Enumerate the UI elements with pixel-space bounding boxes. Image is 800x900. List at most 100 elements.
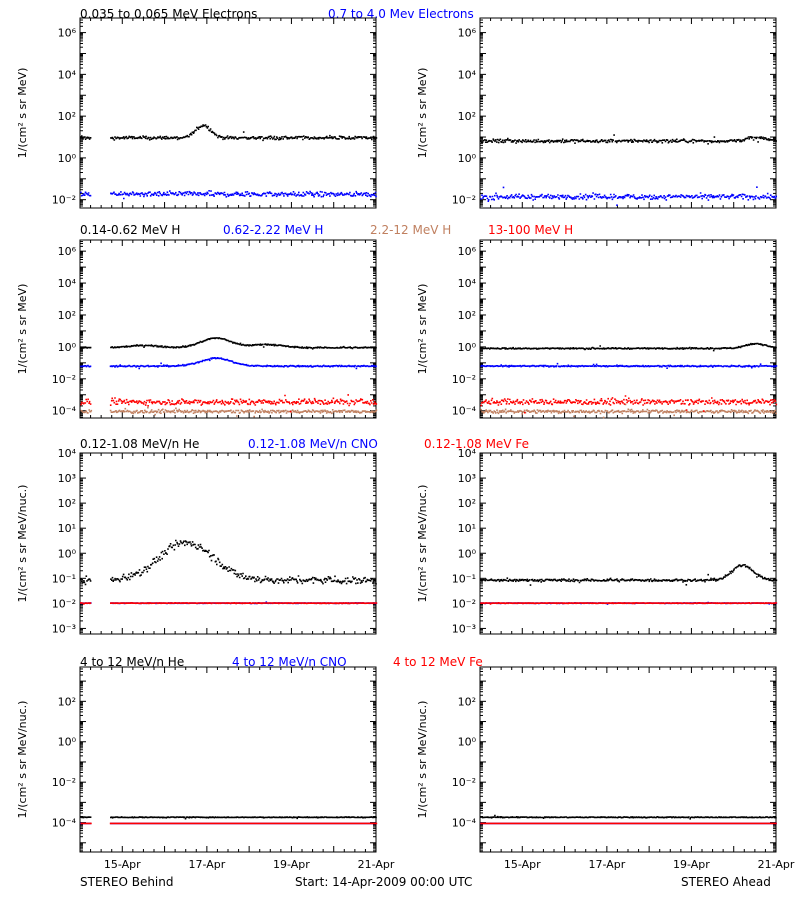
panel-row1-ahead: 10⁻² 10⁰ 10² 10⁴ 10⁶ 1/(cm² s sr MeV): [416, 17, 777, 209]
legend-label: 4 to 12 MeV/n CNO: [232, 655, 347, 669]
data-points-series: [480, 602, 778, 605]
panel-row1-behind: 10⁻² 10⁰ 10² 10⁴ 10⁶ 1/(cm² s sr MeV): [16, 17, 378, 209]
legend-label: 4 to 12 MeV Fe: [393, 655, 483, 669]
x-tick-label: 15-Apr: [104, 858, 141, 871]
y-tick-label: 10⁻⁴: [452, 817, 477, 830]
data-points-series: [80, 602, 378, 605]
y-tick-label: 10³: [58, 472, 76, 485]
y-tick-label: 10²: [458, 497, 476, 510]
legend-label: 0.12-1.08 MeV/n He: [80, 437, 199, 451]
footer-right-label: STEREO Ahead: [681, 875, 771, 889]
panel-row4-behind: 10⁻⁴ 10⁻² 10⁰ 10² 15-Apr 17-Apr 19-Apr 21-Apr 1/…: [16, 666, 395, 871]
plot-frame: [79, 17, 377, 209]
data-points-series: [80, 190, 377, 200]
y-tick-label: 10²: [458, 695, 476, 708]
data-points-series: [480, 186, 777, 206]
legends: 0.035 to 0.065 MeV Electrons 0.7 to 4.0 M…: [80, 7, 573, 669]
y-tick-label: 10⁻²: [52, 194, 76, 207]
y-tick-label: 10⁴: [458, 68, 477, 81]
y-tick-label: 10⁰: [58, 736, 77, 749]
y-axis-label: 1/(cm² s sr MeV/nuc.): [16, 701, 29, 819]
legend-label: 0.14-0.62 MeV H: [80, 223, 180, 237]
y-tick-label: 10⁰: [58, 152, 77, 165]
plot-frame: [79, 452, 377, 635]
y-tick-label: 10⁰: [58, 341, 77, 354]
panel-row2-behind: 10⁻⁴ 10⁻² 10⁰ 10² 10⁴ 10⁶ 1/(cm² s sr MeV): [16, 239, 378, 419]
data-points-series: [80, 822, 378, 825]
y-tick-label: 10⁻²: [452, 194, 476, 207]
data-points-series: [480, 814, 777, 820]
x-tick-label: 17-Apr: [588, 858, 625, 871]
plot-frame: [479, 452, 777, 635]
footer-start-label: Start: 14-Apr-2009 00:00 UTC: [295, 875, 472, 889]
data-points-series: [480, 822, 777, 825]
y-tick-label: 10⁰: [458, 152, 477, 165]
plot-frame: [479, 666, 777, 853]
plot-frame: [79, 666, 377, 853]
footer-left-label: STEREO Behind: [80, 875, 174, 889]
legend-label: 13-100 MeV H: [488, 223, 573, 237]
legend-label: 0.12-1.08 MeV/n CNO: [248, 437, 378, 451]
y-tick-label: 10⁻⁴: [52, 817, 77, 830]
data-points-series: [80, 124, 378, 142]
y-tick-label: 10⁶: [458, 27, 477, 40]
y-tick-label: 10⁰: [58, 547, 77, 560]
y-tick-label: 10⁰: [458, 341, 477, 354]
y-tick-label: 10⁴: [458, 277, 477, 290]
y-tick-label: 10⁰: [458, 736, 477, 749]
y-tick-label: 10⁻³: [52, 622, 76, 635]
y-tick-label: 10²: [58, 110, 76, 123]
y-axis-label: 1/(cm² s sr MeV): [416, 68, 429, 159]
y-tick-label: 10⁴: [58, 447, 77, 460]
data-points-series: [80, 816, 377, 820]
y-axis-label: 1/(cm² s sr MeV/nuc.): [416, 701, 429, 819]
legend-label: 0.12-1.08 MeV Fe: [424, 437, 529, 451]
y-tick-label: 10⁴: [58, 68, 77, 81]
y-tick-label: 10⁻²: [52, 597, 76, 610]
plot-frame: [479, 17, 777, 209]
y-tick-label: 10⁻⁴: [452, 405, 477, 418]
legend-label: 0.7 to 4.0 Mev Electrons: [328, 7, 474, 21]
x-tick-label: 17-Apr: [188, 858, 225, 871]
plot-frame: [79, 239, 377, 419]
y-tick-label: 10⁴: [458, 447, 477, 460]
data-points-series: [80, 357, 377, 370]
panel-row3-behind: 10⁻³ 10⁻² 10⁻¹ 10⁰ 10¹ 10² 10³ 10⁴ 1/(cm² s sr M…: [16, 447, 378, 635]
panel-row4-ahead: 10⁻⁴ 10⁻² 10⁰ 10² 15-Apr 17-Apr 19-Apr 21-Apr 1/…: [416, 666, 795, 871]
y-tick-label: 10¹: [458, 522, 476, 535]
y-tick-label: 10⁶: [58, 245, 77, 258]
data-points-series: [480, 403, 777, 419]
legend-label: 0.62-2.22 MeV H: [223, 223, 323, 237]
y-tick-label: 10²: [458, 309, 476, 322]
data-points-series: [80, 394, 378, 413]
data-points-series: [480, 564, 778, 586]
y-tick-label: 10⁻⁴: [52, 405, 77, 418]
y-axis-label: 1/(cm² s sr MeV/nuc.): [416, 485, 429, 603]
legend-label: 4 to 12 MeV/n He: [80, 655, 184, 669]
data-points-series: [480, 395, 778, 414]
data-points-series: [80, 406, 378, 418]
y-axis-label: 1/(cm² s sr MeV): [416, 284, 429, 375]
data-points-series: [480, 342, 777, 352]
y-tick-label: 10⁻²: [52, 776, 76, 789]
legend-label: 0.035 to 0.065 MeV Electrons: [80, 7, 257, 21]
y-tick-label: 10⁴: [58, 277, 77, 290]
y-tick-label: 10⁻¹: [52, 572, 76, 585]
y-tick-label: 10²: [58, 695, 76, 708]
plot-frame: [479, 239, 777, 419]
x-tick-label: 15-Apr: [504, 858, 541, 871]
y-axis-label: 1/(cm² s sr MeV): [16, 284, 29, 375]
y-tick-label: 10²: [458, 110, 476, 123]
legend-label: 2.2-12 MeV H: [370, 223, 451, 237]
data-points-series: [80, 337, 377, 350]
x-tick-label: 21-Apr: [358, 858, 395, 871]
y-tick-label: 10⁻²: [52, 373, 76, 386]
y-axis-label: 1/(cm² s sr MeV): [16, 68, 29, 159]
panel-row3-ahead: 10⁻³ 10⁻² 10⁻¹ 10⁰ 10¹ 10² 10³ 10⁴ 1/(cm² s sr M…: [416, 447, 778, 635]
y-tick-label: 10²: [58, 497, 76, 510]
x-tick-label: 19-Apr: [273, 858, 310, 871]
y-tick-label: 10⁶: [458, 245, 477, 258]
y-tick-label: 10⁻²: [452, 776, 476, 789]
y-axis-label: 1/(cm² s sr MeV/nuc.): [16, 485, 29, 603]
